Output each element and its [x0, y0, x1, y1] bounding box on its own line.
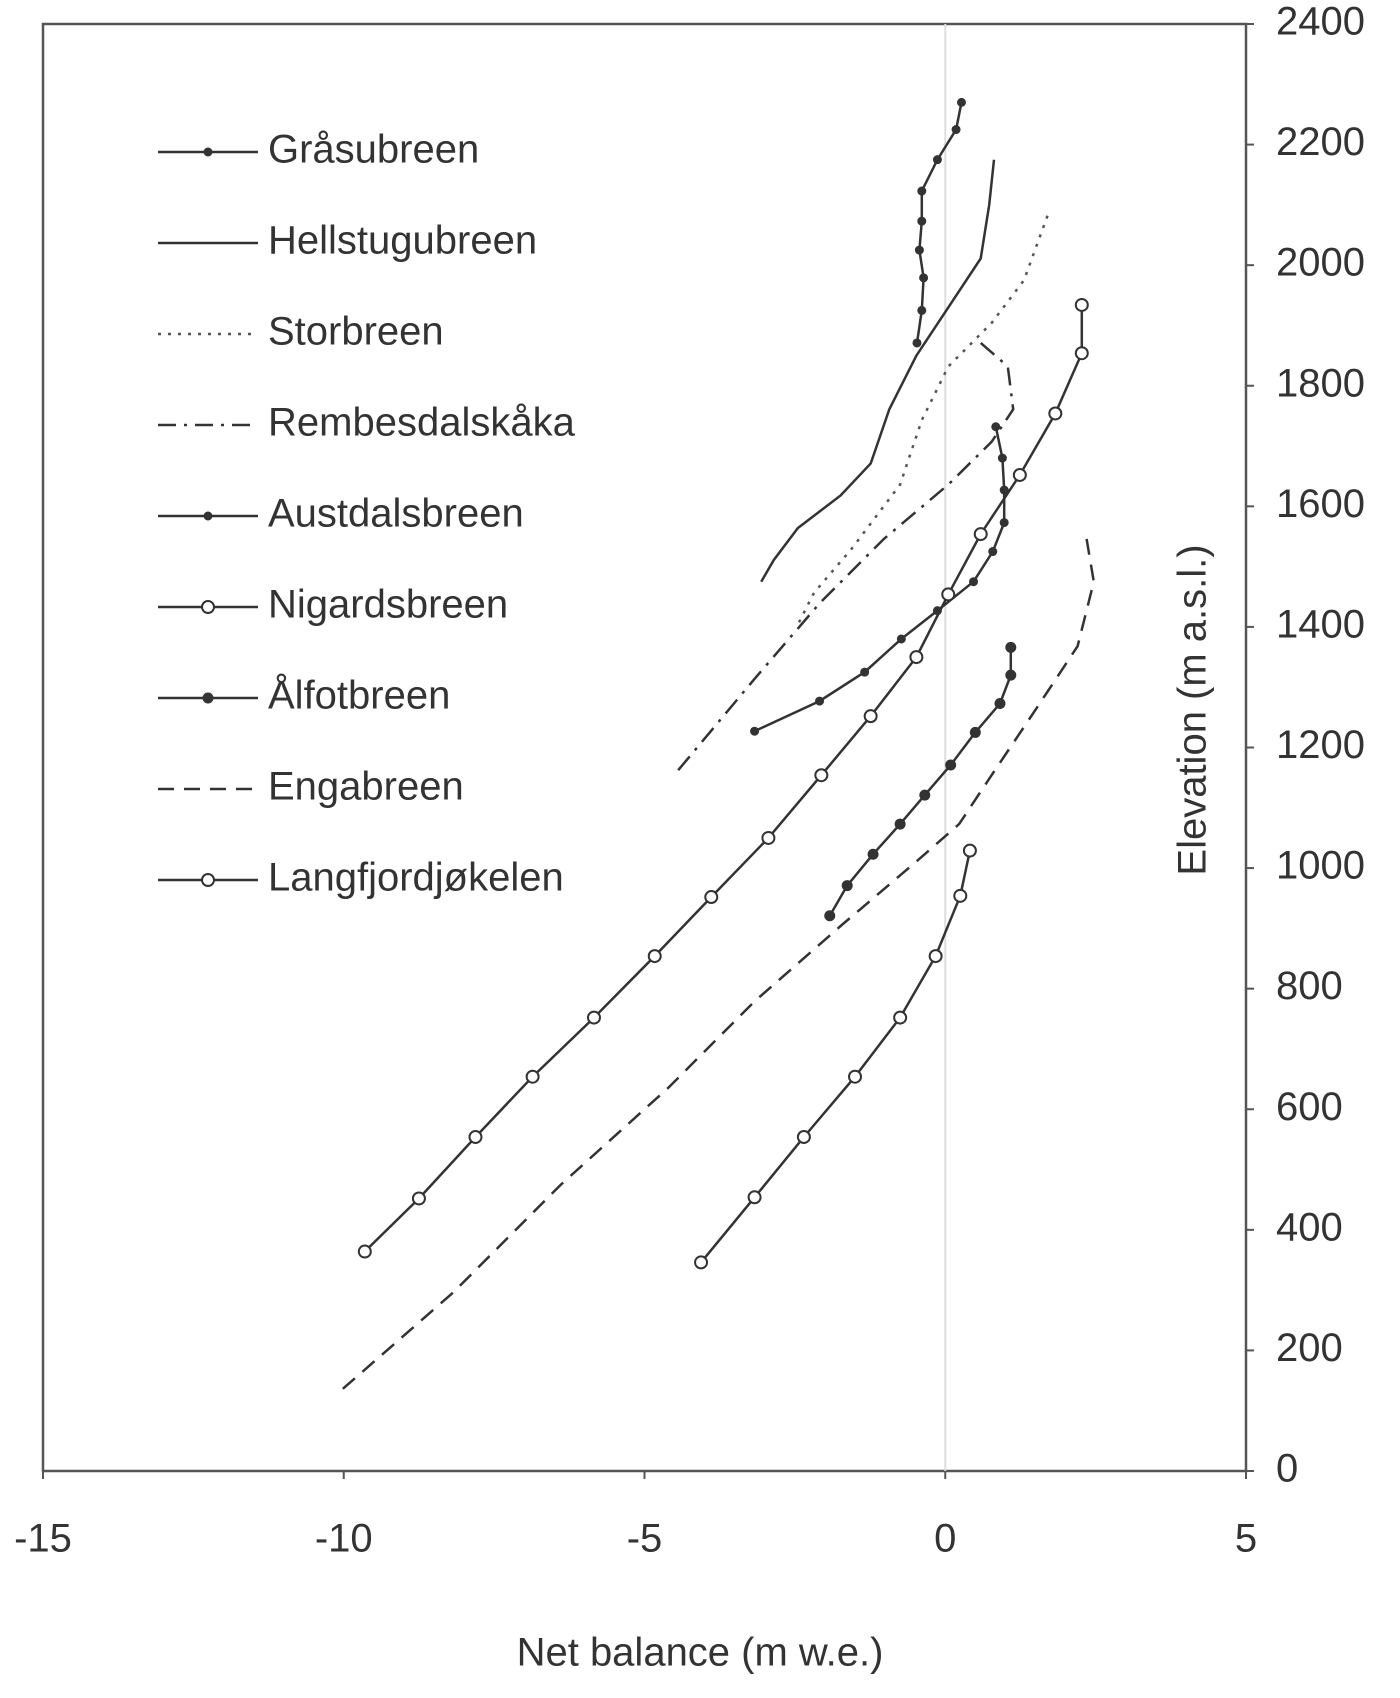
- marker: [917, 305, 927, 315]
- marker: [999, 518, 1009, 528]
- y-tick-label: 400: [1276, 1205, 1343, 1249]
- marker: [468, 1129, 483, 1144]
- marker: [1074, 297, 1089, 312]
- y-tick-label: 800: [1276, 964, 1343, 1008]
- marker: [1074, 346, 1089, 361]
- marker: [917, 216, 927, 226]
- y-tick-label: 2200: [1276, 120, 1365, 164]
- marker: [796, 1129, 811, 1144]
- y-tick-label: 200: [1276, 1326, 1343, 1370]
- marker: [202, 692, 214, 704]
- series-line: [335, 538, 1096, 1396]
- marker: [962, 843, 977, 858]
- legend-label: Austdalsbreen: [268, 492, 524, 536]
- marker: [201, 600, 215, 614]
- y-tick-label: 2400: [1276, 0, 1365, 44]
- marker: [647, 949, 662, 964]
- marker: [969, 577, 979, 587]
- x-tick-label: 0: [934, 1517, 956, 1561]
- marker: [912, 338, 922, 348]
- marker: [694, 1255, 709, 1270]
- marker: [357, 1244, 372, 1259]
- legend-label: Ålfotbreen: [268, 673, 450, 718]
- marker: [848, 1069, 863, 1084]
- marker: [953, 888, 968, 903]
- marker: [814, 768, 829, 783]
- marker: [973, 527, 988, 542]
- marker: [909, 650, 924, 665]
- x-axis-title: Net balance (m w.e.): [517, 1631, 884, 1675]
- marker: [914, 245, 924, 255]
- marker: [919, 789, 931, 801]
- series-line: [673, 341, 1015, 777]
- series-line: [700, 850, 972, 1264]
- y-tick-label: 600: [1276, 1085, 1343, 1129]
- marker: [860, 667, 870, 677]
- legend-label: Nigardsbreen: [268, 583, 508, 627]
- x-tick-label: -10: [315, 1517, 373, 1561]
- marker: [1005, 641, 1017, 653]
- marker: [747, 1190, 762, 1205]
- marker: [941, 587, 956, 602]
- marker: [997, 453, 1007, 463]
- marker: [893, 1010, 908, 1025]
- marker: [1012, 467, 1027, 482]
- legend-label: Gråsubreen: [268, 128, 479, 172]
- y-tick-label: 2000: [1276, 241, 1365, 285]
- marker: [863, 709, 878, 724]
- marker: [1048, 406, 1063, 421]
- marker: [586, 1010, 601, 1025]
- marker: [928, 949, 943, 964]
- legend-label: Hellstugubreen: [268, 219, 537, 263]
- marker: [411, 1191, 426, 1206]
- y-tick-label: 1800: [1276, 361, 1365, 405]
- legend-label: Engabreen: [268, 765, 464, 809]
- series-line: [754, 426, 1006, 733]
- y-tick-label: 1400: [1276, 602, 1365, 646]
- y-tick-label: 1600: [1276, 482, 1365, 526]
- marker: [815, 696, 825, 706]
- legend-label: Rembesdalskåka: [268, 401, 576, 445]
- x-tick-label: -15: [14, 1517, 72, 1561]
- marker: [203, 147, 213, 157]
- marker: [867, 848, 879, 860]
- marker: [932, 155, 942, 165]
- series-line: [760, 159, 996, 583]
- x-tick-label: 5: [1235, 1517, 1257, 1561]
- marker: [704, 890, 719, 905]
- marker: [945, 759, 957, 771]
- marker: [750, 726, 760, 736]
- marker: [894, 818, 906, 830]
- marker: [969, 726, 981, 738]
- marker: [956, 97, 966, 107]
- marker: [994, 697, 1006, 709]
- marker: [761, 830, 776, 845]
- marker: [988, 547, 998, 557]
- marker: [951, 125, 961, 135]
- marker: [919, 273, 929, 283]
- marker: [1005, 669, 1017, 681]
- x-tick-label: -5: [627, 1517, 663, 1561]
- marker: [824, 910, 836, 922]
- y-axis-title: Elevation (m a.s.l.): [1171, 544, 1215, 875]
- legend-label: Langfjordjøkelen: [268, 856, 564, 900]
- plot-frame: [41, 22, 1248, 1473]
- marker: [917, 186, 927, 196]
- legend-label: Storbreen: [268, 310, 444, 354]
- marker: [201, 873, 215, 887]
- marker: [999, 485, 1009, 495]
- marker: [203, 511, 213, 521]
- marker: [525, 1069, 540, 1084]
- marker: [896, 634, 906, 644]
- series-line: [796, 215, 1049, 626]
- marker: [841, 880, 853, 892]
- marker: [991, 422, 1001, 432]
- y-tick-label: 1200: [1276, 723, 1365, 767]
- series-line: [828, 647, 1013, 917]
- y-tick-label: 1000: [1276, 844, 1365, 888]
- series-line: [363, 305, 1084, 1253]
- y-tick-label: 0: [1276, 1447, 1298, 1491]
